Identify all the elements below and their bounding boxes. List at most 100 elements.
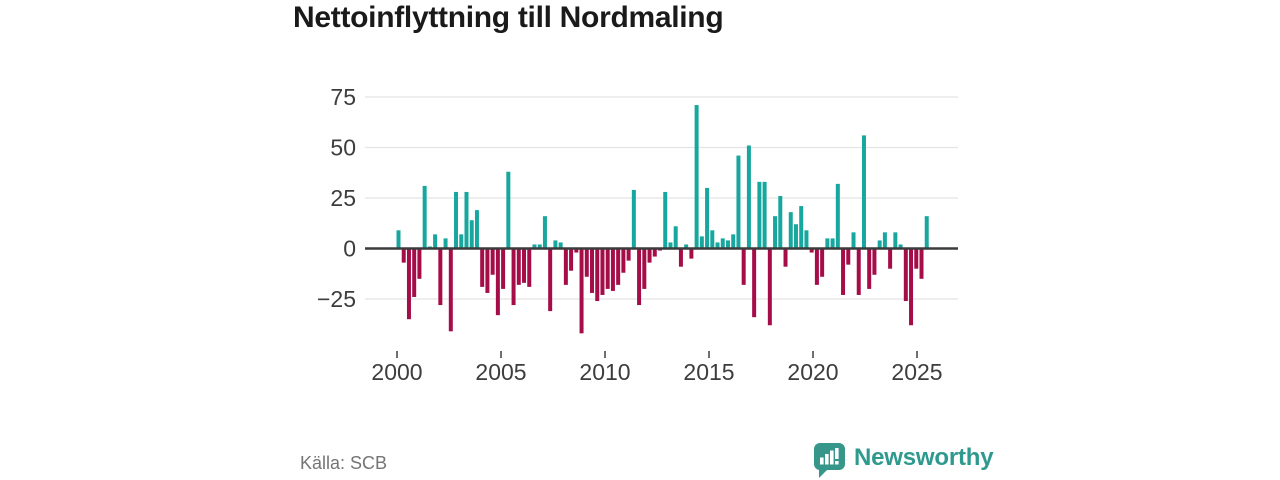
- bar-positive: [464, 191, 469, 249]
- bar-positive: [731, 234, 736, 249]
- bar-positive: [694, 105, 699, 249]
- y-tick-label: 75: [330, 84, 356, 110]
- bar-negative: [621, 248, 626, 273]
- bar-negative: [495, 248, 500, 316]
- bar-negative: [600, 248, 605, 295]
- bar-positive: [558, 242, 563, 249]
- bar-negative: [626, 248, 631, 261]
- bar-negative: [448, 248, 453, 332]
- bar-negative: [867, 248, 872, 289]
- bar-positive: [422, 185, 427, 249]
- bar-negative: [511, 248, 516, 306]
- bar-negative: [590, 248, 595, 293]
- bar-negative: [417, 248, 422, 279]
- bar-positive: [705, 187, 710, 249]
- bar-positive: [773, 216, 778, 249]
- bar-negative: [610, 248, 615, 291]
- y-tick-label: 0: [343, 236, 356, 262]
- bar-positive: [459, 234, 464, 249]
- bar-negative: [809, 248, 814, 253]
- bar-positive: [715, 242, 720, 249]
- bar-positive: [830, 238, 835, 249]
- bar-negative: [856, 248, 861, 295]
- newsworthy-wordmark: Newsworthy: [854, 444, 994, 471]
- bar-positive: [673, 226, 678, 249]
- bar-positive: [433, 234, 438, 249]
- bar-positive: [793, 224, 798, 249]
- bar-positive: [532, 244, 537, 249]
- bar-positive: [631, 189, 636, 249]
- bar-positive: [542, 216, 547, 249]
- x-tick-label: 2000: [371, 359, 422, 385]
- bar-positive: [804, 230, 809, 249]
- y-tick-label: 25: [330, 185, 356, 211]
- x-tick-label: 2025: [891, 359, 942, 385]
- bar-negative: [820, 248, 825, 277]
- bar-negative: [752, 248, 757, 318]
- bar-negative: [527, 248, 532, 287]
- bar-negative: [914, 248, 919, 269]
- bar-positive: [746, 145, 751, 249]
- bar-negative: [516, 248, 521, 285]
- bar-negative: [412, 248, 417, 297]
- bar-negative: [741, 248, 746, 285]
- bar-positive: [877, 240, 882, 249]
- bar-negative: [689, 248, 694, 259]
- x-tick-label: 2010: [579, 359, 630, 385]
- chart-title: Nettoinflyttning till Nordmaling: [293, 1, 724, 34]
- bar-negative: [569, 248, 574, 271]
- bar-negative: [903, 248, 908, 302]
- bar-negative: [637, 248, 642, 306]
- bar-negative: [406, 248, 411, 320]
- bar-negative: [616, 248, 621, 285]
- bar-negative: [548, 248, 553, 312]
- bar-positive: [663, 191, 668, 249]
- bar-positive: [668, 242, 673, 249]
- bar-positive: [699, 236, 704, 249]
- bar-positive: [736, 155, 741, 249]
- bar-positive: [553, 240, 558, 249]
- bar-negative: [841, 248, 846, 295]
- bar-negative: [490, 248, 495, 275]
- bar-negative: [909, 248, 914, 326]
- bar-positive: [788, 212, 793, 249]
- bar-negative: [501, 248, 506, 289]
- x-tick-label: 2005: [475, 359, 526, 385]
- bar-positive: [506, 171, 511, 249]
- bar-negative: [652, 248, 657, 257]
- bar-positive: [757, 181, 762, 249]
- bar-negative: [872, 248, 877, 275]
- bar-negative: [678, 248, 683, 267]
- bar-negative: [574, 248, 579, 253]
- bar-positive: [474, 210, 479, 249]
- bar-positive: [710, 230, 715, 249]
- y-tick-label: −25: [317, 286, 356, 312]
- y-tick-label: 50: [330, 135, 356, 161]
- bar-negative: [919, 248, 924, 279]
- bar-positive: [882, 232, 887, 249]
- bar-negative: [579, 248, 584, 334]
- newsworthy-logo: Newsworthy: [813, 442, 994, 480]
- bar-negative: [846, 248, 851, 265]
- newsworthy-bubble-icon: [814, 443, 845, 478]
- bar-negative: [584, 248, 589, 277]
- bar-positive: [684, 244, 689, 249]
- bar-positive: [720, 238, 725, 249]
- bar-positive: [924, 216, 929, 249]
- bar-negative: [438, 248, 443, 306]
- bar-positive: [799, 206, 804, 249]
- bar-negative: [595, 248, 600, 302]
- bar-positive: [725, 240, 730, 249]
- bar-negative: [522, 248, 527, 283]
- bar-negative: [647, 248, 652, 263]
- bar-positive: [898, 244, 903, 249]
- bar-negative: [480, 248, 485, 287]
- bar-negative: [888, 248, 893, 269]
- bar-positive: [443, 238, 448, 249]
- bar-positive: [762, 181, 767, 249]
- bar-positive: [835, 183, 840, 249]
- bar-negative: [401, 248, 406, 263]
- bar-negative: [605, 248, 610, 289]
